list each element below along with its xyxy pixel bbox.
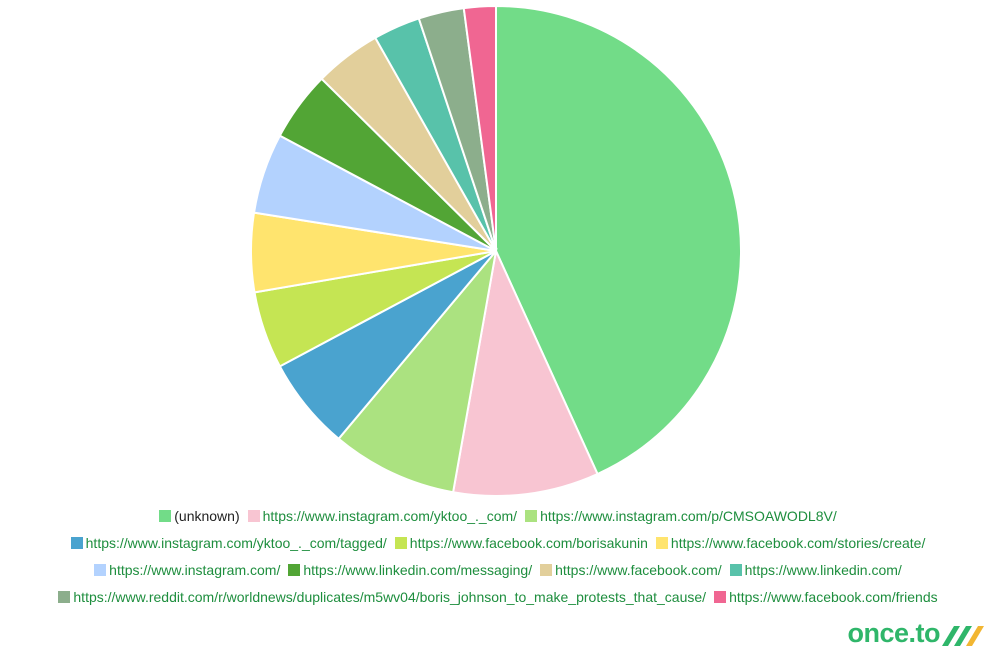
legend-label: (unknown) [174, 508, 240, 524]
legend-item[interactable]: https://www.linkedin.com/ [729, 561, 902, 579]
pie-slice[interactable] [451, 247, 599, 497]
legend-item[interactable]: https://www.facebook.com/stories/create/ [655, 534, 926, 552]
legend-swatch [159, 510, 172, 522]
logo-text: once.to [847, 618, 940, 648]
legend-swatch [729, 564, 742, 576]
legend-item[interactable]: https://www.instagram.com/yktoo_._com/ta… [70, 534, 387, 552]
legend-label: https://www.instagram.com/yktoo_._com/ [262, 508, 518, 524]
legend-swatch [540, 564, 553, 576]
legend-swatch [94, 564, 107, 576]
legend-item[interactable]: https://www.reddit.com/r/worldnews/dupli… [58, 588, 706, 606]
pie-slice[interactable] [495, 4, 742, 476]
legend-swatch [394, 537, 407, 549]
legend-label: https://www.facebook.com/stories/create/ [670, 535, 926, 551]
pie-chart [250, 4, 742, 497]
legend-swatch [288, 564, 301, 576]
legend-swatch [70, 537, 83, 549]
legend-item[interactable]: https://www.instagram.com/p/CMSOAWODL8V/ [525, 507, 837, 525]
pie-slice[interactable] [337, 247, 498, 494]
legend-item[interactable]: https://www.linkedin.com/messaging/ [288, 561, 532, 579]
legend-swatch [714, 591, 727, 603]
legend-label: https://www.linkedin.com/messaging/ [303, 562, 533, 578]
legend-item[interactable]: https://www.instagram.com/yktoo_._com/ [247, 507, 518, 525]
legend-label: https://www.instagram.com/p/CMSOAWODL8V/ [540, 508, 837, 524]
legend-swatch [58, 591, 71, 603]
logo[interactable]: once.to [847, 618, 988, 649]
legend-item[interactable]: (unknown) [159, 507, 240, 525]
legend-label: https://www.reddit.com/r/worldnews/dupli… [73, 589, 707, 605]
legend-swatch [525, 510, 538, 522]
legend-item[interactable]: https://www.facebook.com/borisakunin [394, 534, 648, 552]
legend-item[interactable]: https://www.facebook.com/ [540, 561, 722, 579]
pie-slice[interactable] [462, 4, 497, 252]
legend-label: https://www.facebook.com/ [555, 562, 722, 578]
legend-swatch [655, 537, 668, 549]
legend: (unknown) https://www.instagram.com/yktoo… [20, 507, 976, 606]
legend-item[interactable]: https://www.facebook.com/friends [714, 588, 938, 606]
legend-label: https://www.facebook.com/borisakunin [409, 535, 648, 551]
legend-label: https://www.facebook.com/friends [729, 589, 938, 605]
legend-label: https://www.linkedin.com/ [744, 562, 902, 578]
legend-label: https://www.instagram.com/ [109, 562, 281, 578]
logo-stripes [942, 625, 984, 646]
legend-item[interactable]: https://www.instagram.com/ [94, 561, 280, 579]
legend-label: https://www.instagram.com/yktoo_._com/ta… [85, 535, 387, 551]
legend-swatch [247, 510, 260, 522]
